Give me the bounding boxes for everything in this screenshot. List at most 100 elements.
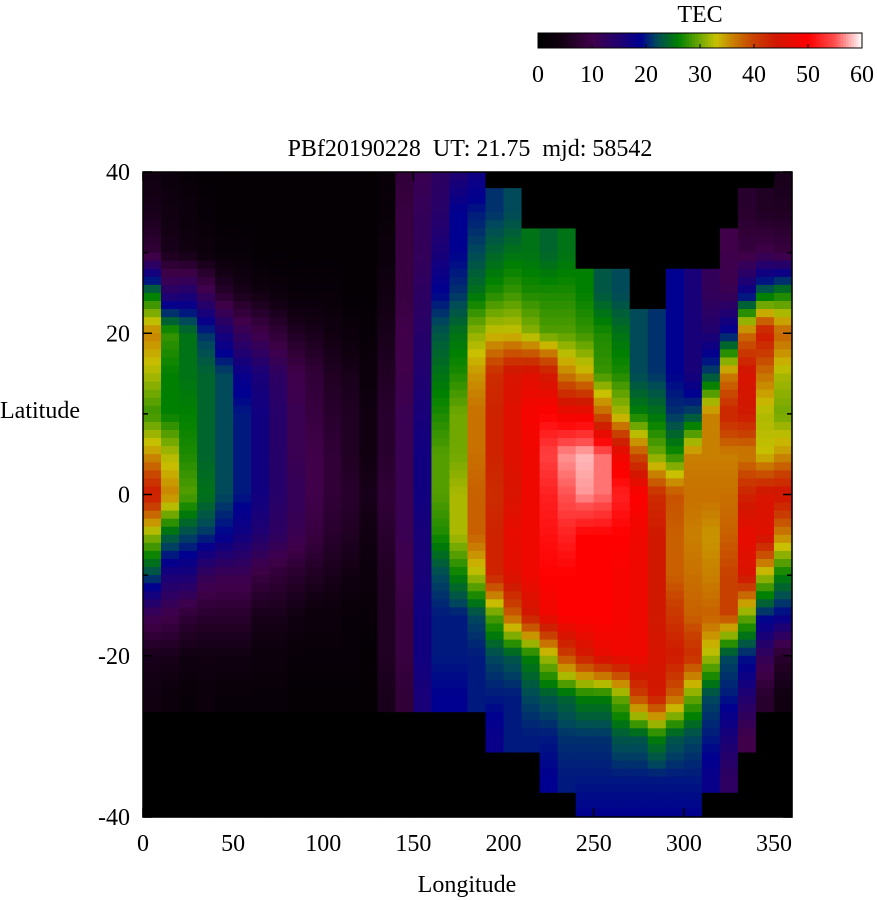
colorbar-swatch bbox=[702, 33, 706, 48]
heatmap-cell bbox=[629, 325, 649, 334]
heatmap-cell bbox=[377, 430, 396, 439]
heatmap-cell bbox=[161, 413, 180, 423]
heatmap-cell bbox=[557, 639, 577, 649]
colorbar-swatch bbox=[673, 33, 677, 48]
heatmap-cell bbox=[413, 808, 433, 818]
heatmap-cell bbox=[485, 760, 505, 770]
colorbar-swatch bbox=[621, 33, 625, 48]
heatmap-cell bbox=[287, 792, 306, 802]
heatmap-cell bbox=[251, 494, 270, 504]
heatmap-cell bbox=[449, 615, 469, 625]
heatmap-cell bbox=[341, 559, 360, 568]
heatmap-cell bbox=[377, 808, 396, 818]
heatmap-cell bbox=[431, 784, 451, 794]
heatmap-cell bbox=[413, 341, 433, 350]
heatmap-cell bbox=[593, 550, 613, 560]
heatmap-cell bbox=[629, 454, 649, 463]
heatmap-cell bbox=[755, 768, 775, 778]
heatmap-cell bbox=[737, 526, 757, 536]
heatmap-cell bbox=[719, 559, 739, 568]
heatmap-cell bbox=[557, 188, 577, 197]
heatmap-cell bbox=[773, 776, 793, 786]
heatmap-cell bbox=[197, 655, 216, 665]
heatmap-cell bbox=[503, 696, 523, 705]
heatmap-cell bbox=[449, 373, 469, 383]
heatmap-cell bbox=[593, 607, 613, 617]
heatmap-cell bbox=[467, 204, 487, 213]
heatmap-cell bbox=[359, 647, 378, 657]
heatmap-cell bbox=[197, 808, 216, 818]
colorbar-swatch bbox=[826, 33, 831, 48]
colorbar-swatch bbox=[716, 33, 720, 48]
heatmap-cell bbox=[575, 800, 595, 810]
heatmap-cell bbox=[251, 526, 270, 536]
heatmap-cell bbox=[557, 276, 577, 286]
heatmap-cell bbox=[683, 792, 703, 802]
heatmap-cell bbox=[737, 688, 757, 697]
heatmap-cell bbox=[629, 760, 649, 770]
heatmap-cell bbox=[305, 292, 324, 302]
heatmap-cell bbox=[359, 462, 378, 471]
heatmap-cell bbox=[341, 720, 360, 729]
heatmap-cell bbox=[323, 704, 342, 713]
heatmap-cell bbox=[287, 365, 306, 375]
heatmap-cell bbox=[485, 494, 505, 504]
heatmap-cell bbox=[719, 736, 739, 746]
heatmap-cell bbox=[287, 462, 306, 471]
heatmap-cell bbox=[467, 389, 487, 399]
heatmap-cell bbox=[557, 180, 577, 189]
heatmap-cell bbox=[719, 333, 739, 342]
heatmap-cell bbox=[215, 583, 234, 592]
heatmap-cell bbox=[467, 776, 487, 786]
heatmap-cell bbox=[647, 405, 667, 415]
heatmap-cell bbox=[683, 615, 703, 625]
heatmap-cell bbox=[485, 639, 505, 649]
heatmap-cell bbox=[377, 526, 396, 536]
heatmap-cell bbox=[431, 470, 451, 479]
heatmap-cell bbox=[575, 276, 595, 286]
heatmap-cell bbox=[449, 421, 469, 431]
heatmap-cell bbox=[647, 575, 667, 584]
heatmap-cell bbox=[269, 220, 288, 230]
heatmap-cell bbox=[233, 808, 252, 818]
heatmap-cell bbox=[503, 631, 523, 641]
heatmap-cell bbox=[233, 365, 252, 375]
heatmap-cell bbox=[179, 760, 198, 770]
heatmap-cell bbox=[395, 389, 415, 399]
heatmap-cell bbox=[701, 204, 721, 213]
heatmap-cell bbox=[287, 583, 306, 592]
heatmap-cell bbox=[665, 421, 685, 431]
heatmap-cell bbox=[251, 284, 270, 294]
heatmap-cell bbox=[647, 292, 667, 302]
heatmap-cell bbox=[701, 784, 721, 794]
heatmap-cell bbox=[143, 808, 162, 818]
heatmap-cell bbox=[575, 413, 595, 423]
heatmap-cell bbox=[323, 623, 342, 633]
heatmap-cell bbox=[647, 438, 667, 447]
heatmap-cell bbox=[683, 301, 703, 310]
heatmap-cell bbox=[737, 454, 757, 463]
heatmap-cell bbox=[539, 462, 559, 471]
heatmap-cell bbox=[575, 180, 595, 189]
heatmap-cell bbox=[683, 244, 703, 254]
heatmap-cell bbox=[179, 462, 198, 471]
heatmap-cell bbox=[449, 768, 469, 778]
heatmap-cell bbox=[629, 526, 649, 536]
heatmap-cell bbox=[269, 712, 288, 721]
heatmap-cell bbox=[215, 494, 234, 504]
colorbar-swatch bbox=[546, 33, 550, 48]
heatmap-cell bbox=[197, 623, 216, 633]
heatmap-cell bbox=[665, 615, 685, 625]
heatmap-cell bbox=[683, 196, 703, 205]
heatmap-cell bbox=[413, 800, 433, 810]
heatmap-cell bbox=[683, 534, 703, 544]
heatmap-cell bbox=[521, 712, 541, 721]
heatmap-cell bbox=[359, 768, 378, 778]
heatmap-cell bbox=[629, 704, 649, 713]
heatmap-cell bbox=[197, 204, 216, 213]
heatmap-cell bbox=[521, 373, 541, 383]
heatmap-cell bbox=[611, 575, 631, 584]
heatmap-cell bbox=[413, 405, 433, 415]
heatmap-cell bbox=[323, 357, 342, 367]
heatmap-cell bbox=[629, 357, 649, 367]
